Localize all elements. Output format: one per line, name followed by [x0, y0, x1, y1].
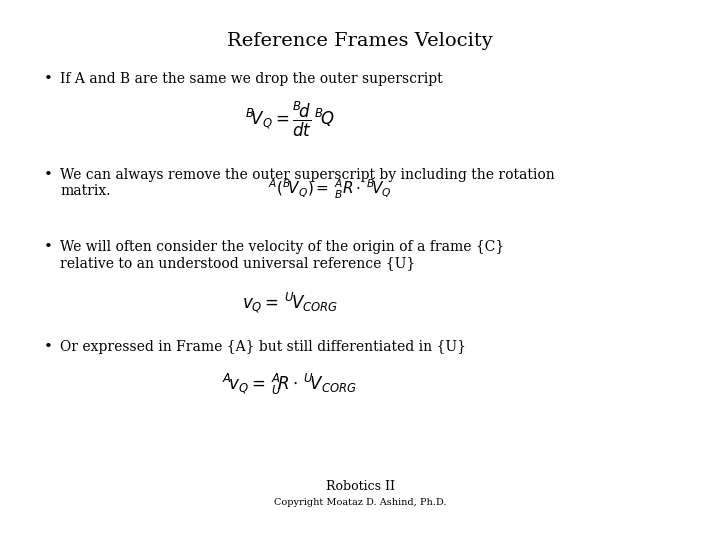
Text: •: • [44, 168, 53, 182]
Text: Copyright Moataz D. Ashind, Ph.D.: Copyright Moataz D. Ashind, Ph.D. [274, 498, 446, 507]
Text: $^{B}\!V_{Q} =\dfrac{^{B}\!d}{dt}\,^{B}\!Q$: $^{B}\!V_{Q} =\dfrac{^{B}\!d}{dt}\,^{B}\… [246, 100, 335, 139]
Text: $^{A}(^{B}\!V_{Q})=\,^{A}_{B}R\cdot\,^{B}\!V_{Q}$: $^{A}(^{B}\!V_{Q})=\,^{A}_{B}R\cdot\,^{B… [268, 178, 392, 201]
Text: Reference Frames Velocity: Reference Frames Velocity [227, 32, 493, 50]
Text: •: • [44, 72, 53, 86]
Text: If A and B are the same we drop the outer superscript: If A and B are the same we drop the oute… [60, 72, 443, 86]
Text: $v_{Q}=\,^{U}\!V_{CORG}$: $v_{Q}=\,^{U}\!V_{CORG}$ [242, 290, 338, 315]
Text: We can always remove the outer superscript by including the rotation: We can always remove the outer superscri… [60, 168, 554, 182]
Text: Or expressed in Frame {A} but still differentiated in {U}: Or expressed in Frame {A} but still diff… [60, 340, 466, 354]
Text: •: • [44, 340, 53, 354]
Text: relative to an understood universal reference {U}: relative to an understood universal refe… [60, 256, 415, 270]
Text: Robotics II: Robotics II [325, 480, 395, 493]
Text: •: • [44, 240, 53, 254]
Text: matrix.: matrix. [60, 184, 110, 198]
Text: We will often consider the velocity of the origin of a frame {C}: We will often consider the velocity of t… [60, 240, 504, 254]
Text: $^{A}\!v_{Q}=\,^{A}_{U}\!R\cdot\,^{U}\!V_{CORG}$: $^{A}\!v_{Q}=\,^{A}_{U}\!R\cdot\,^{U}\!V… [222, 372, 358, 397]
